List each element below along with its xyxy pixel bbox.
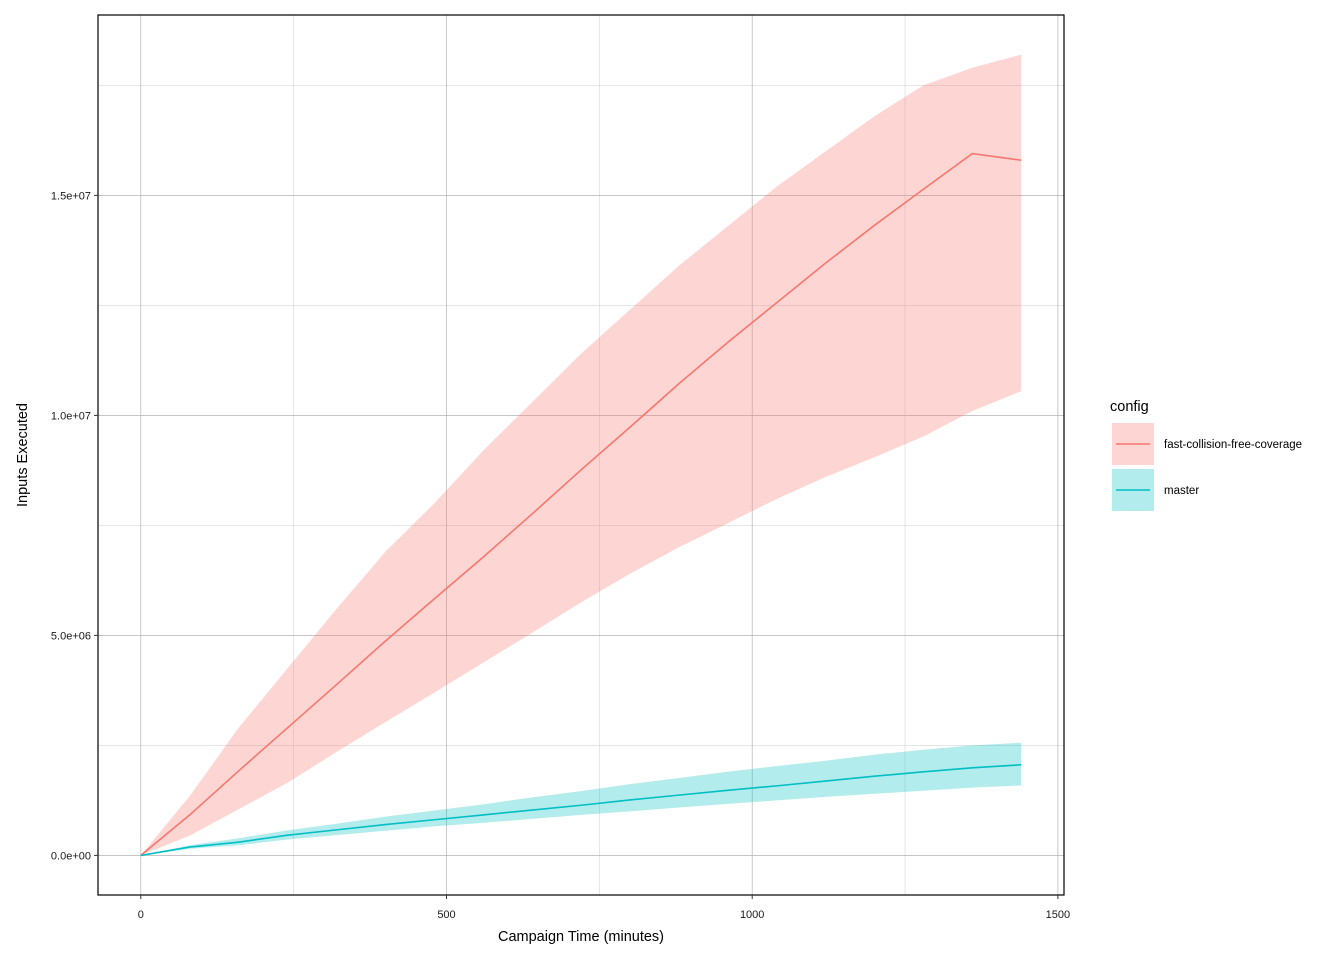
y-tick-label: 0.0e+00 xyxy=(51,850,91,862)
ribbon-fast-collision-free-coverage xyxy=(140,54,1022,856)
legend: config fast-collision-free-coverage maste… xyxy=(1110,399,1302,511)
x-tick-label: 1500 xyxy=(1046,909,1070,921)
x-tick-label: 500 xyxy=(437,909,455,921)
legend-label: master xyxy=(1164,485,1199,497)
y-axis: 0.0e+00 5.0e+06 1.0e+07 1.5e+07 xyxy=(51,190,98,862)
legend-label: fast-collision-free-coverage xyxy=(1164,439,1302,451)
legend-item-fast-collision-free-coverage: fast-collision-free-coverage xyxy=(1112,423,1302,465)
x-axis-title: Campaign Time (minutes) xyxy=(498,929,664,945)
series-lines xyxy=(140,152,1022,857)
y-tick-label: 1.5e+07 xyxy=(51,190,91,202)
legend-items: fast-collision-free-coverage master xyxy=(1112,423,1302,511)
line-fast-collision-free-coverage xyxy=(140,152,1022,857)
line-master xyxy=(140,763,1022,857)
x-tick-label: 0 xyxy=(138,909,144,921)
legend-item-master: master xyxy=(1112,469,1199,511)
y-tick-label: 5.0e+06 xyxy=(51,630,91,642)
y-tick-label: 1.0e+07 xyxy=(51,410,91,422)
y-axis-title: Inputs Executed xyxy=(15,403,31,507)
x-tick-label: 1000 xyxy=(740,909,764,921)
x-axis: 0 500 1000 1500 xyxy=(138,895,1070,921)
legend-title: config xyxy=(1110,399,1149,415)
plot-panel-border xyxy=(97,14,1065,896)
grid-major xyxy=(98,15,1064,895)
